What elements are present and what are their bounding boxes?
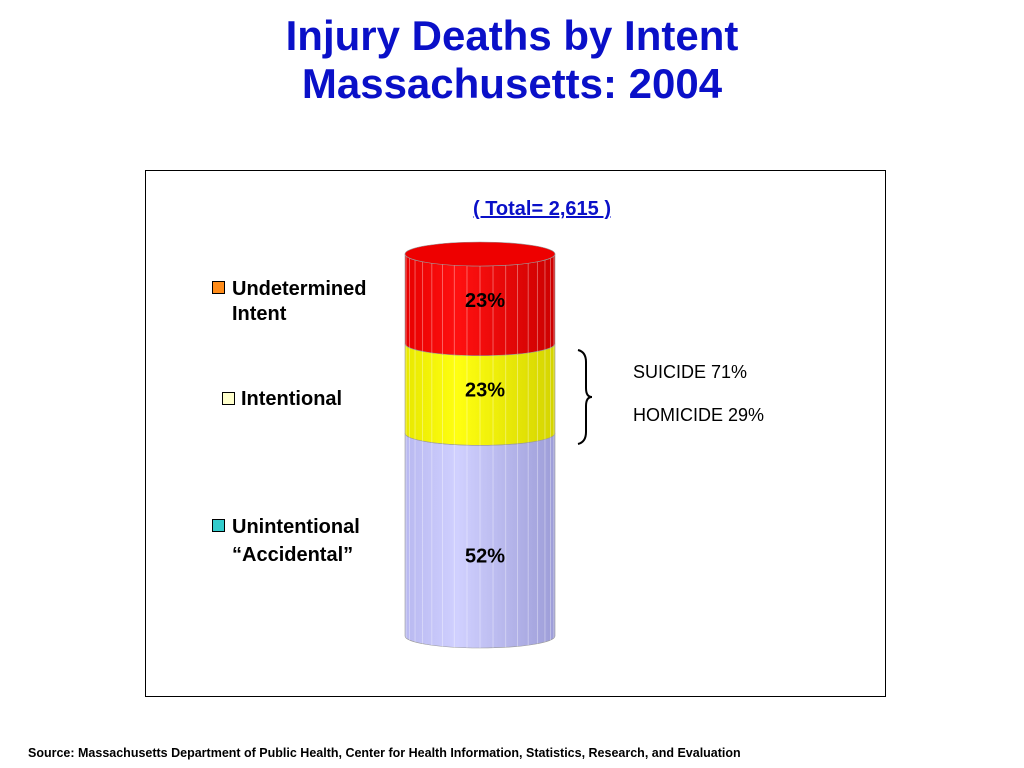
legend-label-intentional: Intentional [241, 388, 343, 410]
legend-swatch-undetermined [212, 281, 225, 294]
data-label-undetermined: 23% [465, 290, 505, 312]
cylinder-top-cap [404, 241, 556, 267]
suicide-homicide-brace [577, 349, 593, 445]
data-label-unintentional: 52% [465, 546, 505, 568]
legend-label-undetermined-2: Intent [232, 303, 287, 325]
legend-label-undetermined-1: Undetermined [232, 278, 367, 300]
title-line-2: Massachusetts: 2004 [301, 60, 723, 107]
legend-label-unintentional-2: “Accidental” [232, 544, 354, 566]
title-line-1: Injury Deaths by Intent [285, 12, 739, 59]
total-label: ( Total= 2,615 ) [472, 198, 611, 220]
homicide-note: HOMICIDE 29% [633, 405, 765, 425]
legend-swatch-unintentional [212, 519, 225, 532]
source-note: Source: Massachusetts Department of Publ… [28, 746, 741, 760]
legend-swatch-intentional [222, 392, 235, 405]
data-label-intentional: 23% [465, 379, 505, 401]
suicide-note: SUICIDE 71% [633, 362, 748, 382]
legend-label-unintentional-1: Unintentional [232, 516, 360, 538]
chart-title: Injury Deaths by Intent Massachusetts: 2… [0, 12, 1024, 108]
